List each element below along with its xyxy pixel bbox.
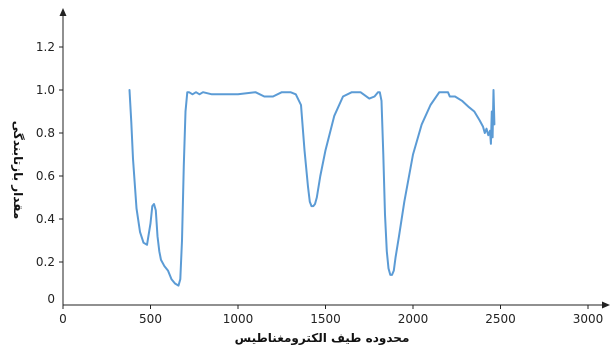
y-tick-label: 0.2 (36, 255, 55, 269)
x-tick-label: 2000 (398, 312, 429, 326)
y-tick-label: 0.8 (36, 126, 55, 140)
y-axis-title: مقدار بازتابندگی (11, 121, 25, 220)
x-ticks: 0 500 1000 1500 2000 2500 3000 (59, 305, 603, 326)
x-axis-title: محدوده طیف الکترومغناطیس (235, 331, 410, 346)
y-tick-label: 1.0 (36, 83, 55, 97)
x-tick-label: 1000 (223, 312, 254, 326)
x-tick-label: 1500 (310, 312, 341, 326)
x-tick-label: 3000 (573, 312, 604, 326)
x-axis-arrow-icon (602, 301, 610, 309)
x-tick-label: 500 (139, 312, 162, 326)
y-tick-label: 0.6 (36, 169, 55, 183)
y-tick-label: 0 (47, 292, 55, 306)
x-axis: 0 500 1000 1500 2000 2500 3000 (59, 301, 610, 326)
x-tick-label: 0 (59, 312, 67, 326)
x-tick-label: 2500 (485, 312, 516, 326)
y-ticks: 0 0.2 0.4 0.6 0.8 1.0 1.2 (36, 40, 63, 306)
y-axis: 0 0.2 0.4 0.6 0.8 1.0 1.2 (36, 8, 67, 306)
y-tick-label: 0.4 (36, 212, 55, 226)
series-line (128, 89, 496, 287)
y-tick-label: 1.2 (36, 40, 55, 54)
y-axis-arrow-icon (59, 8, 67, 16)
